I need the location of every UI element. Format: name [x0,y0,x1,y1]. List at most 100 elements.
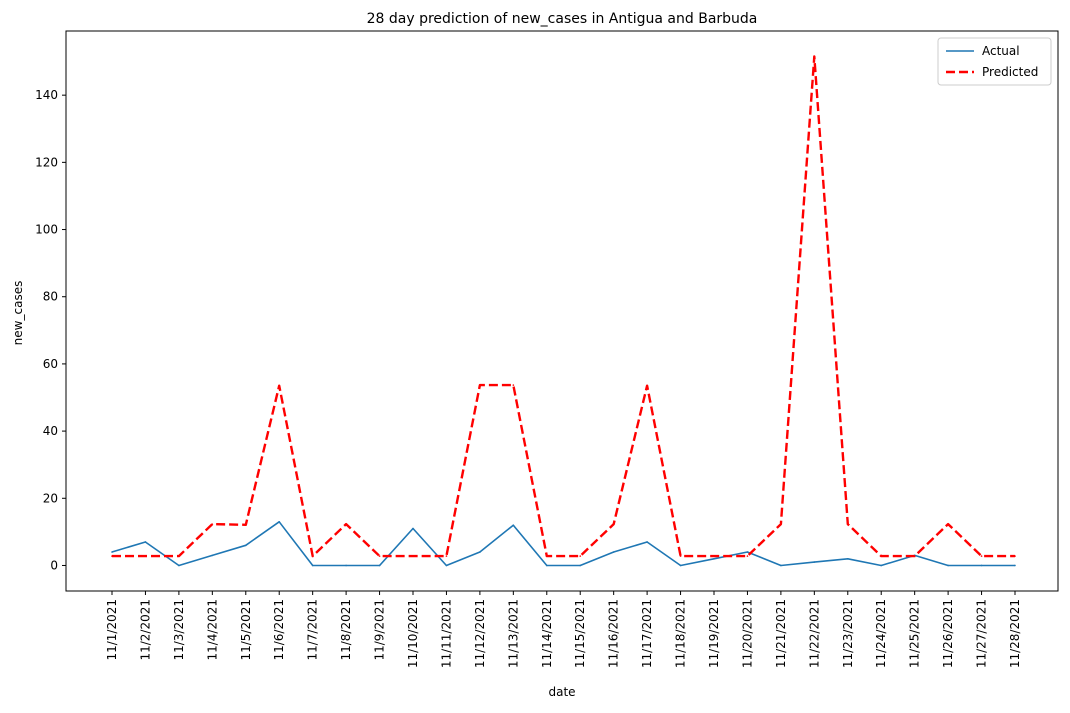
x-tick-label: 11/10/2021 [406,599,420,668]
data-point-actual [646,541,648,543]
legend: Actual Predicted [937,37,1052,86]
x-tick-label: 11/24/2021 [874,599,888,668]
data-point-actual [512,524,515,526]
data-point-actual [746,551,749,553]
data-point-actual [479,551,481,553]
data-point-predicted [211,523,214,525]
data-point-predicted [846,523,849,525]
data-point-actual [311,564,314,567]
chart-title: 28 day prediction of new_cases in Antigu… [367,11,758,27]
data-point-predicted [178,555,180,557]
data-point-predicted [1014,555,1016,557]
x-tick-label: 11/22/2021 [807,599,821,668]
data-point-actual [813,561,816,563]
x-tick-label: 11/18/2021 [674,599,688,668]
data-point-actual [846,557,849,560]
x-tick-label: 11/13/2021 [506,599,520,668]
data-point-actual [211,554,214,557]
x-tick-label: 11/21/2021 [774,599,788,668]
data-point-predicted [980,555,983,557]
data-point-predicted [412,555,414,557]
data-point-actual [980,564,983,567]
data-point-predicted [646,384,648,387]
data-point-predicted [713,555,715,557]
data-point-actual [713,557,715,560]
data-point-predicted [746,555,749,557]
x-tick-label: 11/11/2021 [439,599,453,668]
data-point-predicted [144,555,147,557]
x-tick-label: 11/20/2021 [740,599,754,668]
data-point-predicted [780,523,782,525]
x-tick-label: 11/7/2021 [306,599,320,661]
y-tick-label: 0 [50,558,58,572]
y-axis-label: new_cases [11,281,25,346]
x-tick-label: 11/2/2021 [138,599,152,661]
y-tick-label: 140 [35,88,58,102]
data-point-actual [1014,564,1016,567]
x-tick-label: 11/15/2021 [573,599,587,668]
data-point-actual [144,541,147,543]
data-point-actual [345,564,347,567]
data-point-actual [378,564,381,567]
y-tick-label: 40 [43,424,58,438]
data-point-predicted [479,384,481,386]
data-point-predicted [244,524,247,526]
x-tick-label: 11/16/2021 [607,599,621,668]
data-point-predicted [612,523,615,525]
series-line-predicted [112,55,1015,558]
data-point-predicted [512,384,515,386]
x-tick-label: 11/3/2021 [172,599,186,661]
x-axis-label: date [548,685,575,699]
y-tick-label: 80 [43,290,58,304]
x-tick-label: 11/19/2021 [707,599,721,668]
data-point-predicted [913,555,916,557]
data-point-actual [545,564,548,567]
y-tick-label: 60 [43,357,58,371]
legend-box [937,37,1052,86]
legend-label-predicted: Predicted [982,65,1038,79]
x-tick-label: 11/26/2021 [941,599,955,668]
data-point-actual [679,564,682,567]
data-point-predicted [579,555,582,557]
data-point-actual [178,564,180,567]
data-point-predicted [445,555,448,557]
x-tick-label: 11/17/2021 [640,599,654,668]
data-point-predicted [111,555,113,557]
x-tick-label: 11/27/2021 [975,599,989,668]
data-point-actual [947,564,949,567]
x-tick-label: 11/23/2021 [841,599,855,668]
data-point-actual [880,564,883,567]
data-point-predicted [880,555,883,557]
x-tick-label: 11/9/2021 [373,599,387,661]
data-point-actual [780,564,782,567]
data-point-predicted [378,555,381,557]
x-tick-label: 11/1/2021 [105,599,119,661]
series-line-actual [111,520,1015,567]
data-point-predicted [813,55,816,58]
data-point-predicted [345,523,347,525]
legend-label-actual: Actual [982,44,1020,58]
axes: 0 20 40 60 80 100 120 140 11/1/2021 11/2/2021 11/3… [35,30,1059,668]
x-tick-label: 11/8/2021 [339,599,353,661]
data-point-predicted [679,555,682,557]
x-tick-label: 11/4/2021 [205,599,219,661]
data-point-actual [111,551,113,553]
x-tick-label: 11/25/2021 [908,599,922,668]
data-point-actual [579,564,582,567]
x-tick-label: 11/14/2021 [540,599,554,668]
data-point-actual [412,527,414,530]
data-point-actual [445,564,448,567]
y-tick-label: 20 [43,491,58,505]
y-tick-label: 100 [35,223,58,237]
x-tick-label: 11/28/2021 [1008,599,1022,668]
series-lines [111,55,1016,567]
data-point-predicted [947,523,949,525]
data-point-actual [244,544,247,547]
data-point-predicted [545,555,548,557]
x-tick-label: 11/6/2021 [272,599,286,661]
y-tick-label: 120 [35,155,58,169]
data-point-actual [278,520,281,523]
x-tick-label: 11/5/2021 [239,599,253,661]
